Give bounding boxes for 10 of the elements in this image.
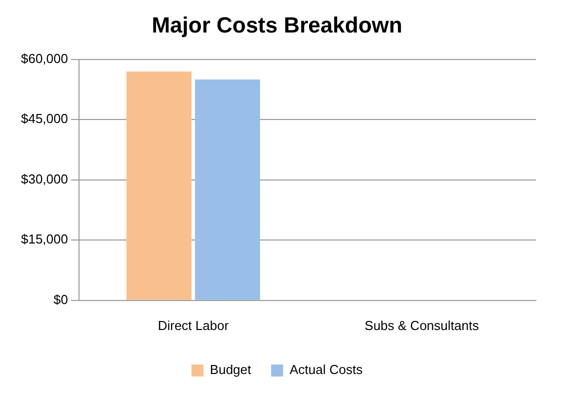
y-tick-label: $0 <box>54 292 68 307</box>
y-tick-label: $15,000 <box>20 232 68 247</box>
y-tick-label: $60,000 <box>20 50 68 66</box>
chart-title: Major Costs Breakdown <box>152 12 402 38</box>
legend-label: Actual Costs <box>290 362 364 378</box>
x-tick-label: Subs & Consultants <box>364 318 480 333</box>
y-tick-label: $30,000 <box>20 171 68 186</box>
legend-label: Budget <box>210 362 252 378</box>
y-tick-label: $45,000 <box>20 111 68 126</box>
x-tick-label: Direct Labor <box>158 318 230 333</box>
